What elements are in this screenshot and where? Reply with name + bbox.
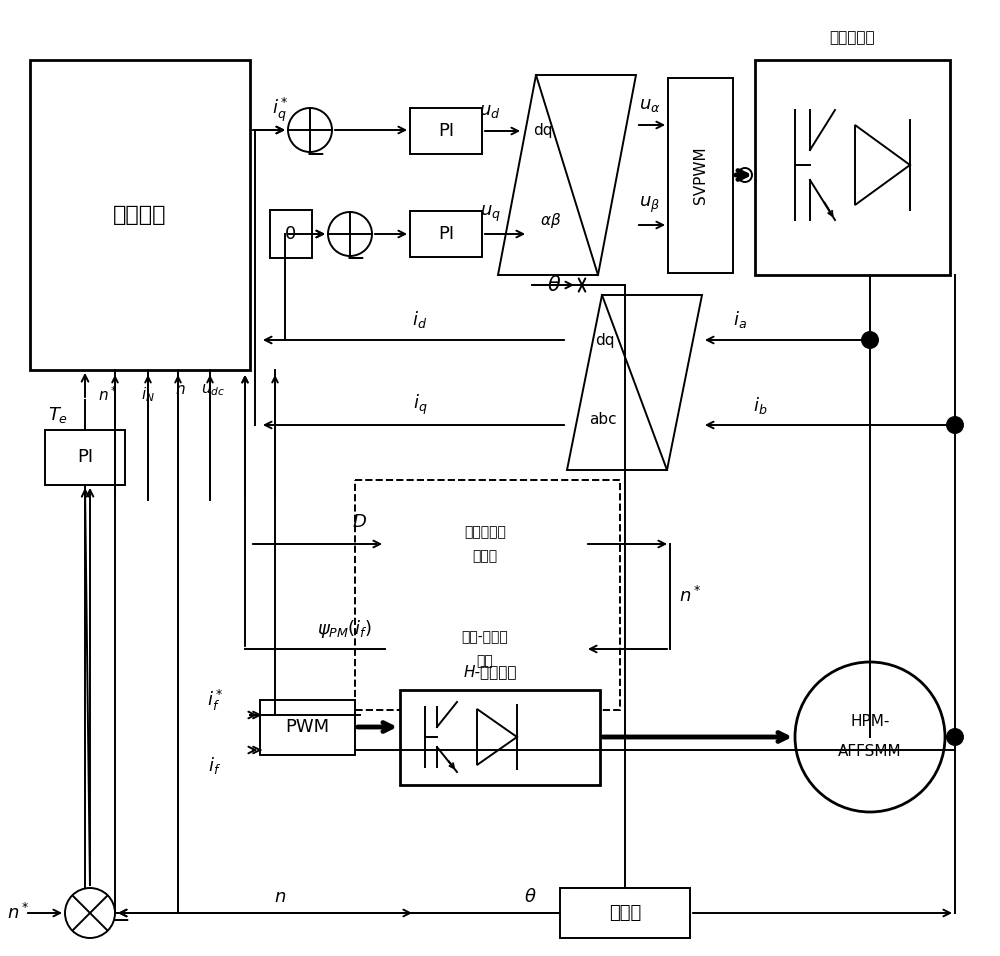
- Bar: [400, 690, 600, 785]
- Text: 链表: 链表: [477, 654, 493, 668]
- Text: $n^*$: $n^*$: [98, 385, 118, 404]
- Text: 电流分配: 电流分配: [113, 205, 167, 225]
- Text: $u_{dc}$: $u_{dc}$: [201, 382, 225, 398]
- Text: $u_\beta$: $u_\beta$: [639, 195, 661, 215]
- Text: $i_a$: $i_a$: [733, 310, 747, 331]
- Circle shape: [862, 332, 878, 348]
- Text: HPM-: HPM-: [850, 714, 890, 729]
- Text: abc: abc: [589, 412, 617, 427]
- Text: dq: dq: [595, 333, 614, 347]
- Bar: [755, 60, 950, 275]
- Text: 向判断: 向判断: [472, 549, 498, 563]
- Text: PI: PI: [438, 122, 454, 140]
- Text: H-桥变换器: H-桥变换器: [463, 664, 517, 680]
- Bar: [410, 108, 482, 154]
- Circle shape: [65, 888, 115, 938]
- Text: $\alpha\beta$: $\alpha\beta$: [540, 210, 561, 229]
- Text: −: −: [305, 143, 325, 167]
- Polygon shape: [477, 709, 517, 765]
- Text: $D$: $D$: [352, 513, 368, 531]
- Bar: [410, 211, 482, 257]
- Text: $T_e$: $T_e$: [48, 405, 68, 425]
- Text: PWM: PWM: [285, 718, 329, 736]
- Bar: [385, 502, 585, 587]
- Text: −: −: [110, 909, 130, 933]
- Circle shape: [328, 212, 372, 256]
- Bar: [270, 210, 312, 258]
- Bar: [385, 607, 585, 692]
- Text: $i_d$: $i_d$: [412, 310, 428, 331]
- Text: 速度-永磁磁: 速度-永磁磁: [462, 630, 508, 644]
- Bar: [260, 700, 355, 755]
- Text: dq: dq: [533, 122, 552, 138]
- Text: AFFSMM: AFFSMM: [838, 745, 902, 759]
- Text: $u_\alpha$: $u_\alpha$: [639, 96, 661, 114]
- Text: 0: 0: [285, 225, 297, 243]
- Bar: [355, 480, 620, 710]
- Text: $i_f$: $i_f$: [208, 755, 222, 776]
- Text: 三相逆变器: 三相逆变器: [829, 31, 875, 46]
- Text: $n$: $n$: [274, 888, 286, 906]
- Text: $n$: $n$: [175, 382, 185, 398]
- Circle shape: [947, 729, 963, 745]
- Text: PI: PI: [77, 448, 93, 466]
- Text: $n^*$: $n^*$: [679, 586, 701, 606]
- Text: 速度变化方: 速度变化方: [464, 525, 506, 539]
- Text: $\theta$: $\theta$: [524, 888, 536, 906]
- Text: $i_b$: $i_b$: [753, 395, 767, 416]
- Circle shape: [738, 168, 752, 182]
- Text: SVPWM: SVPWM: [692, 146, 708, 204]
- Text: $i_N$: $i_N$: [141, 385, 155, 404]
- Bar: [560, 888, 690, 938]
- Polygon shape: [498, 75, 636, 275]
- Text: PI: PI: [438, 225, 454, 243]
- Text: $i_f^*$: $i_f^*$: [207, 687, 223, 712]
- Text: $\theta$: $\theta$: [547, 275, 561, 295]
- Polygon shape: [855, 125, 910, 205]
- Polygon shape: [567, 295, 702, 470]
- Text: $i_q$: $i_q$: [413, 393, 427, 417]
- Bar: [668, 78, 733, 273]
- Text: $u_q$: $u_q$: [480, 204, 500, 224]
- Bar: [45, 430, 125, 485]
- Text: $i_q^*$: $i_q^*$: [272, 96, 288, 124]
- Bar: [30, 60, 250, 370]
- Circle shape: [947, 417, 963, 433]
- Text: −: −: [345, 247, 365, 271]
- Text: 编码器: 编码器: [609, 904, 641, 922]
- Text: $u_d$: $u_d$: [479, 102, 501, 120]
- Circle shape: [288, 108, 332, 152]
- Text: $\psi_{PM}(i_f)$: $\psi_{PM}(i_f)$: [317, 618, 373, 640]
- Text: $n^*$: $n^*$: [7, 903, 29, 923]
- Circle shape: [795, 662, 945, 812]
